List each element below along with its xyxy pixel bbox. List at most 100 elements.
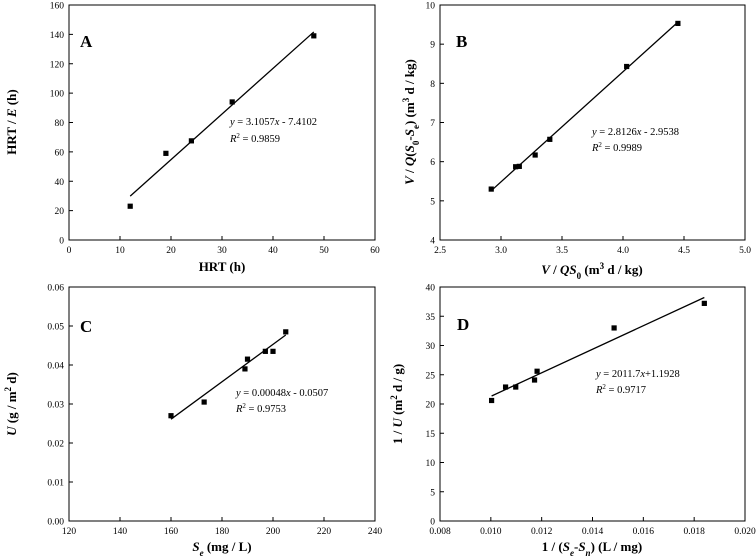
panel-b-data-point xyxy=(532,152,538,158)
panel-c-xtick-label: 220 xyxy=(317,527,332,537)
panel-c-data-point xyxy=(242,366,248,372)
panel-d-xtick-label: 0.010 xyxy=(480,527,502,537)
panel-b-xlabel: V / QS0 (m3 d / kg) xyxy=(541,261,643,281)
panel-b: 2.5 3.0 3.5 4.0 4.5 5.0 4 5 6 7 8 9 10 B y = 2.8126x… xyxy=(401,2,751,282)
panel-d-ytick-label: 30 xyxy=(426,342,436,352)
panel-c-data-point xyxy=(244,356,251,362)
panel-d-data-point xyxy=(534,368,540,374)
panel-d-xtick-label: 0.008 xyxy=(429,527,451,537)
panel-d-data-point xyxy=(611,325,617,331)
panel-a-xtick-label: 20 xyxy=(166,246,176,256)
panel-c-xtick-label: 200 xyxy=(266,527,281,537)
panel-d-ytick-label: 15 xyxy=(426,430,436,440)
panel-d-xtick-label: 0.014 xyxy=(582,527,604,537)
panel-a-ticks: 0 10 20 30 40 50 60 0 20 40 60 80 100 120 140 160 xyxy=(50,2,380,257)
panel-d-data-point xyxy=(701,300,707,306)
panel-d-ytick-label: 40 xyxy=(426,284,436,294)
panel-b-xtick-label: 2.5 xyxy=(434,246,446,256)
panel-a-xtick-label: 40 xyxy=(268,246,278,256)
panel-d-ytick-label: 5 xyxy=(430,488,435,498)
panel-b-label: B xyxy=(456,32,467,51)
panel-c-xtick-label: 160 xyxy=(164,527,179,537)
panel-d-ylabel: 1 / U (m2 d / g) xyxy=(389,364,405,444)
panel-b-fit-line xyxy=(490,21,679,192)
panel-b-xtick-label: 4.5 xyxy=(678,246,690,256)
panel-b-ytick-label: 9 xyxy=(430,41,435,51)
panel-c-ytick-label: 0.01 xyxy=(47,479,64,489)
panel-b-ytick-label: 7 xyxy=(430,119,435,129)
panel-a-data-point xyxy=(229,99,235,105)
panel-b-xtick-label: 3.0 xyxy=(495,246,507,256)
panel-d-ytick-label: 25 xyxy=(426,371,436,381)
panel-a-data-point xyxy=(188,138,194,144)
panel-c-ytick-label: 0.02 xyxy=(47,440,64,450)
panel-a-ytick-label: 100 xyxy=(50,90,65,100)
panel-d-fit-line xyxy=(491,296,705,397)
panel-d-xtick-label: 0.020 xyxy=(734,527,756,537)
panel-a-equation: y = 3.1057x - 7.4102 xyxy=(229,117,317,128)
panel-a-ytick-label: 20 xyxy=(55,207,65,217)
panel-c-data-point xyxy=(168,413,174,419)
panel-a-ytick-label: 40 xyxy=(55,178,65,188)
panel-b-data-point xyxy=(624,63,630,70)
panel-d-data-point xyxy=(502,384,509,390)
panel-d-ticks: 0.008 0.010 0.012 0.014 0.016 0.018 0.020 0 5 10 1… xyxy=(426,284,756,538)
panel-d-frame xyxy=(439,286,746,522)
panel-c-ylabel: U (g / m2 d) xyxy=(3,372,19,436)
panel-a-xtick-label: 50 xyxy=(319,246,329,256)
panel-b-xtick-label: 5.0 xyxy=(739,246,751,256)
panel-b-data-point xyxy=(488,186,494,192)
panel-a-ytick-label: 80 xyxy=(55,119,65,129)
panel-b-ytick-label: 5 xyxy=(430,197,435,207)
panel-b-r2: R2 = 0.9989 xyxy=(591,141,642,154)
panel-c-ytick-label: 0.00 xyxy=(47,518,64,528)
panel-a-ytick-label: 60 xyxy=(55,148,65,158)
panel-a-ytick-label: 120 xyxy=(50,60,65,70)
panel-b-ticks: 2.5 3.0 3.5 4.0 4.5 5.0 4 5 6 7 8 9 10 xyxy=(426,2,752,257)
panel-d-data-point xyxy=(531,377,538,383)
panel-d-xtick-label: 0.012 xyxy=(531,527,553,537)
panel-b-data-point xyxy=(516,163,522,169)
panel-d-ytick-label: 10 xyxy=(426,459,436,469)
panel-c-label: C xyxy=(80,317,92,336)
panel-a-ytick-label: 160 xyxy=(50,2,65,12)
panel-a-xlabel: HRT (h) xyxy=(199,259,246,274)
panel-b-ytick-label: 8 xyxy=(430,80,435,90)
panel-d-data-point xyxy=(488,397,495,404)
panel-c-ytick-label: 0.06 xyxy=(47,284,64,294)
panel-c-xlabel: Se (mg / L) xyxy=(192,539,251,557)
panel-d-ytick-label: 35 xyxy=(426,313,436,323)
panel-c-xtick-label: 140 xyxy=(113,527,128,537)
panel-a: 0 10 20 30 40 50 60 0 20 40 60 80 100 120 140 160 A y =… xyxy=(4,2,380,275)
panel-c-xtick-label: 120 xyxy=(62,527,77,537)
panel-c-data-point xyxy=(262,348,268,354)
panel-a-frame xyxy=(68,4,376,241)
panel-b-ytick-label: 6 xyxy=(430,158,435,168)
panel-c-r2: R2 = 0.9753 xyxy=(235,402,286,415)
panel-c-ytick-label: 0.04 xyxy=(47,362,64,372)
panel-a-xtick-label: 30 xyxy=(217,246,227,256)
panel-a-ytick-label: 0 xyxy=(59,237,64,247)
panel-d-ytick-label: 20 xyxy=(426,401,436,411)
panel-d-xlabel: 1 / (Se-Sn) (L / mg) xyxy=(542,539,642,557)
panel-b-ytick-label: 10 xyxy=(426,2,436,12)
panel-d-equation: y = 2011.7x+1.1928 xyxy=(595,369,680,380)
panel-c-equation: y = 0.00048x - 0.0507 xyxy=(235,388,328,399)
panel-b-ytick-label: 4 xyxy=(430,237,435,247)
panel-a-ytick-label: 140 xyxy=(50,31,65,41)
panel-b-data-point xyxy=(547,136,553,142)
panel-a-data-point xyxy=(127,203,133,209)
panel-b-data-point xyxy=(513,164,519,170)
panel-b-equation: y = 2.8126x - 2.9538 xyxy=(591,127,679,138)
panel-a-xtick-label: 60 xyxy=(370,246,380,256)
panel-a-r2: R2 = 0.9859 xyxy=(229,132,280,145)
panel-d-r2: R2 = 0.9717 xyxy=(595,383,646,396)
panel-b-xtick-label: 4.0 xyxy=(617,246,629,256)
panel-c-data-point xyxy=(201,399,207,405)
panel-a-label: A xyxy=(80,32,93,51)
panel-d-ytick-label: 0 xyxy=(430,518,435,528)
panel-c-data-point xyxy=(270,348,276,354)
panel-a-xtick-label: 10 xyxy=(115,246,125,256)
panel-d-xtick-label: 0.018 xyxy=(683,527,705,537)
